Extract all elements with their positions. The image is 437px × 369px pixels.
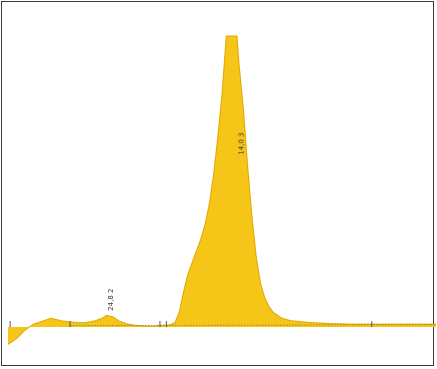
- peak-label: 14,0 3: [237, 132, 245, 154]
- signal-line: [7, 35, 436, 345]
- peak-label: 24,8 2: [107, 289, 115, 311]
- signal-area: [8, 36, 436, 345]
- integration-baseline: [70, 324, 437, 326]
